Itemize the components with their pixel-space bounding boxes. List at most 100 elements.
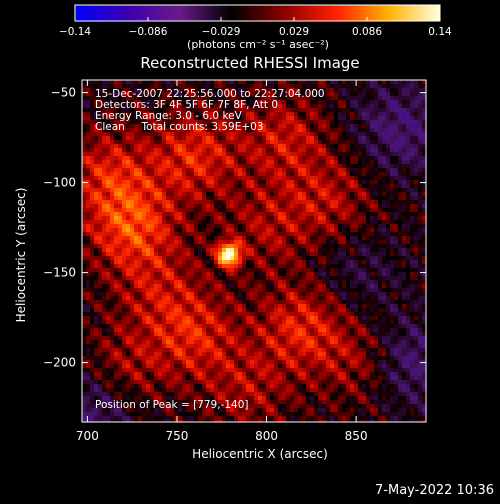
- heatmap-cell: [354, 216, 359, 221]
- heatmap-cell: [390, 220, 395, 225]
- heatmap-cell: [278, 176, 283, 181]
- heatmap-cell: [138, 164, 143, 169]
- heatmap-cell: [254, 308, 259, 313]
- heatmap-cell: [162, 148, 167, 153]
- heatmap-cell: [338, 188, 343, 193]
- heatmap-cell: [186, 176, 191, 181]
- heatmap-cell: [346, 220, 351, 225]
- heatmap-cell: [354, 140, 359, 145]
- heatmap-cell: [98, 304, 103, 309]
- heatmap-cell: [374, 132, 379, 137]
- heatmap-cell: [374, 208, 379, 213]
- heatmap-cell: [190, 296, 195, 301]
- heatmap-cell: [394, 216, 399, 221]
- heatmap-cell: [370, 136, 375, 141]
- heatmap-cell: [298, 200, 303, 205]
- heatmap-cell: [298, 112, 303, 117]
- heatmap-cell: [190, 228, 195, 233]
- heatmap-cell: [246, 292, 251, 297]
- heatmap-cell: [378, 128, 383, 133]
- heatmap-cell: [82, 188, 87, 193]
- heatmap-cell: [242, 288, 247, 293]
- heatmap-cell: [210, 264, 215, 269]
- heatmap-cell: [330, 88, 335, 93]
- heatmap-cell: [294, 144, 299, 149]
- heatmap-cell: [406, 128, 411, 133]
- heatmap-cell: [110, 152, 115, 157]
- heatmap-cell: [406, 212, 411, 217]
- heatmap-cell: [182, 200, 187, 205]
- heatmap-cell: [210, 260, 215, 265]
- heatmap-cell: [406, 236, 411, 241]
- heatmap-cell: [414, 216, 419, 221]
- heatmap-cell: [134, 200, 139, 205]
- heatmap-cell: [390, 188, 395, 193]
- heatmap-cell: [250, 276, 255, 281]
- heatmap-cell: [86, 204, 91, 209]
- heatmap-cell: [194, 164, 199, 169]
- heatmap-cell: [290, 108, 295, 113]
- heatmap-cell: [402, 212, 407, 217]
- heatmap-cell: [186, 204, 191, 209]
- heatmap-cell: [162, 292, 167, 297]
- heatmap-cell: [166, 284, 171, 289]
- heatmap-cell: [274, 164, 279, 169]
- heatmap-cell: [102, 204, 107, 209]
- heatmap-cell: [262, 216, 267, 221]
- heatmap-cell: [370, 140, 375, 145]
- heatmap-cell: [262, 192, 267, 197]
- heatmap-cell: [146, 264, 151, 269]
- heatmap-cell: [294, 116, 299, 121]
- heatmap-cell: [382, 120, 387, 125]
- heatmap-cell: [346, 200, 351, 205]
- heatmap-cell: [254, 144, 259, 149]
- heatmap-cell: [298, 132, 303, 137]
- heatmap-cell: [314, 164, 319, 169]
- heatmap-cell: [106, 196, 111, 201]
- heatmap-cell: [166, 160, 171, 165]
- heatmap-cell: [206, 220, 211, 225]
- heatmap-cell: [354, 196, 359, 201]
- heatmap-cell: [282, 224, 287, 229]
- heatmap-cell: [310, 276, 315, 281]
- heatmap-cell: [86, 260, 91, 265]
- heatmap-cell: [318, 172, 323, 177]
- heatmap-cell: [362, 232, 367, 237]
- heatmap-cell: [138, 204, 143, 209]
- heatmap-cell: [150, 220, 155, 225]
- heatmap-cell: [310, 160, 315, 165]
- heatmap-cell: [194, 200, 199, 205]
- heatmap-cell: [286, 164, 291, 169]
- heatmap-cell: [138, 144, 143, 149]
- heatmap-cell: [214, 180, 219, 185]
- heatmap-cell: [90, 228, 95, 233]
- heatmap-cell: [162, 232, 167, 237]
- heatmap-cell: [338, 308, 343, 313]
- heatmap-cell: [170, 276, 175, 281]
- heatmap-cell: [270, 224, 275, 229]
- heatmap-cell: [102, 228, 107, 233]
- colorbar-tick-label: 0.029: [279, 26, 309, 38]
- heatmap-cell: [122, 296, 127, 301]
- heatmap-cell: [350, 180, 355, 185]
- heatmap-cell: [342, 136, 347, 141]
- heatmap-cell: [106, 156, 111, 161]
- heatmap-cell: [250, 136, 255, 141]
- heatmap-cell: [262, 208, 267, 213]
- heatmap-cell: [182, 220, 187, 225]
- heatmap-cell: [262, 112, 267, 117]
- heatmap-cell: [322, 132, 327, 137]
- heatmap-cell: [82, 228, 87, 233]
- heatmap-cell: [366, 216, 371, 221]
- heatmap-cell: [378, 268, 383, 273]
- heatmap-cell: [178, 248, 183, 253]
- heatmap-cell: [110, 196, 115, 201]
- heatmap-cell: [314, 288, 319, 293]
- heatmap-cell: [218, 256, 223, 261]
- heatmap-cell: [230, 260, 235, 265]
- heatmap-cell: [242, 300, 247, 305]
- heatmap-cell: [230, 164, 235, 169]
- heatmap-cell: [258, 240, 263, 245]
- heatmap-cell: [334, 88, 339, 93]
- heatmap-cell: [142, 292, 147, 297]
